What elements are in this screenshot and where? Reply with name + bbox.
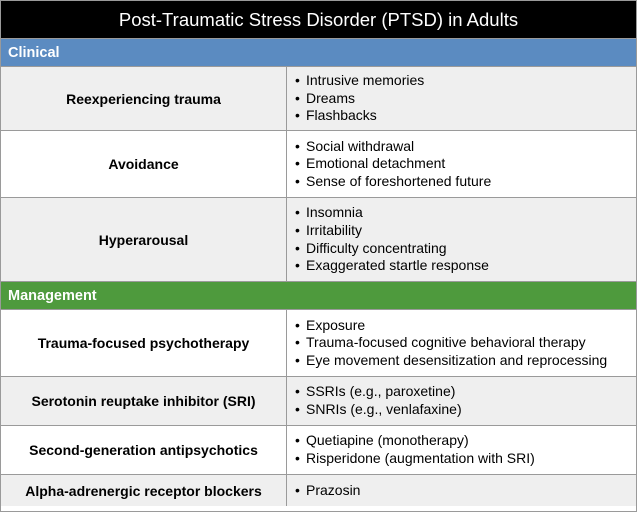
list-item: • Eye movement desensitization and reproc…	[295, 351, 608, 368]
row-label: Second-generation antipsychotics	[1, 426, 287, 474]
list-item: • Prazosin	[295, 481, 361, 498]
bullet-icon: •	[295, 204, 300, 221]
list-item: • Exaggerated startle response	[295, 257, 489, 274]
bullet-icon: •	[295, 155, 300, 172]
bullet-icon: •	[295, 172, 300, 189]
row-items: • Insomnia • Irritability • Difficulty conc…	[287, 198, 636, 281]
row-label: Trauma-focused psychotherapy	[1, 310, 287, 376]
list-item: • SNRIs (e.g., venlafaxine)	[295, 401, 462, 417]
list-item: • Trauma-focused cognitive behavioral the…	[295, 334, 586, 351]
list-item: • Insomnia	[295, 204, 363, 221]
bullet-icon: •	[295, 221, 300, 238]
list-item: • Emotional detachment	[295, 155, 446, 172]
bullet-icon: •	[295, 481, 300, 498]
section-header-clinical: Clinical	[1, 39, 636, 67]
bullet-icon: •	[295, 257, 300, 274]
bullet-icon: •	[295, 401, 300, 417]
list-item: • Intrusive memories	[295, 72, 425, 89]
list-item: • SSRIs (e.g., paroxetine)	[295, 383, 456, 400]
list-item: • Exposure	[295, 316, 366, 333]
bullet-icon: •	[295, 239, 300, 256]
bullet-icon: •	[295, 72, 300, 89]
section-header-management: Management	[1, 282, 636, 310]
row-items: • SSRIs (e.g., paroxetine) • SNRIs (e.g., …	[287, 377, 636, 425]
bullet-icon: •	[295, 137, 300, 154]
row-label: Reexperiencing trauma	[1, 67, 287, 130]
row-label: Serotonin reuptake inhibitor (SRI)	[1, 377, 287, 425]
list-item: • Flashbacks	[295, 107, 377, 124]
bullet-icon: •	[295, 450, 300, 466]
table-row-reexperiencing: Reexperiencing trauma • Intrusive memorie…	[1, 67, 636, 131]
table-row-hyperarousal: Hyperarousal • Insomnia • Irritability • Di…	[1, 198, 636, 282]
list-item: • Social withdrawal	[295, 137, 415, 154]
row-label: Alpha-adrenergic receptor blockers	[1, 475, 287, 506]
row-label: Avoidance	[1, 131, 287, 197]
table-title: Post-Traumatic Stress Disorder (PTSD) in…	[1, 1, 636, 39]
row-items: • Social withdrawal • Emotional detachment…	[287, 131, 636, 197]
table-row-avoidance: Avoidance • Social withdrawal • Emotional …	[1, 131, 636, 198]
table-row-trauma-psychotherapy: Trauma-focused psychotherapy • Exposure •…	[1, 310, 636, 377]
row-label: Hyperarousal	[1, 198, 287, 281]
bullet-icon: •	[295, 107, 300, 124]
bullet-icon: •	[295, 316, 300, 333]
row-items: • Intrusive memories • Dreams • Flashbacks	[287, 67, 636, 130]
bullet-icon: •	[295, 89, 300, 106]
list-item: • Difficulty concentrating	[295, 239, 447, 256]
list-item: • Quetiapine (monotherapy)	[295, 432, 469, 449]
list-item: • Sense of foreshortened future	[295, 172, 492, 189]
list-item: • Dreams	[295, 89, 356, 106]
bullet-icon: •	[295, 383, 300, 400]
list-item: • Irritability	[295, 221, 363, 238]
list-item: • Risperidone (augmentation with SRI)	[295, 450, 535, 466]
table-row-antipsychotics: Second-generation antipsychotics • Quetia…	[1, 426, 636, 475]
row-items: • Quetiapine (monotherapy) • Risperidone (…	[287, 426, 636, 474]
row-items: • Exposure • Trauma-focused cognitive beha…	[287, 310, 636, 376]
bullet-icon: •	[295, 432, 300, 449]
table-row-alpha-blockers: Alpha-adrenergic receptor blockers • Praz…	[1, 475, 636, 506]
bullet-icon: •	[295, 351, 300, 368]
row-items: • Prazosin	[287, 475, 636, 506]
bullet-icon: •	[295, 334, 300, 351]
table-row-sri: Serotonin reuptake inhibitor (SRI) • SSRI…	[1, 377, 636, 426]
